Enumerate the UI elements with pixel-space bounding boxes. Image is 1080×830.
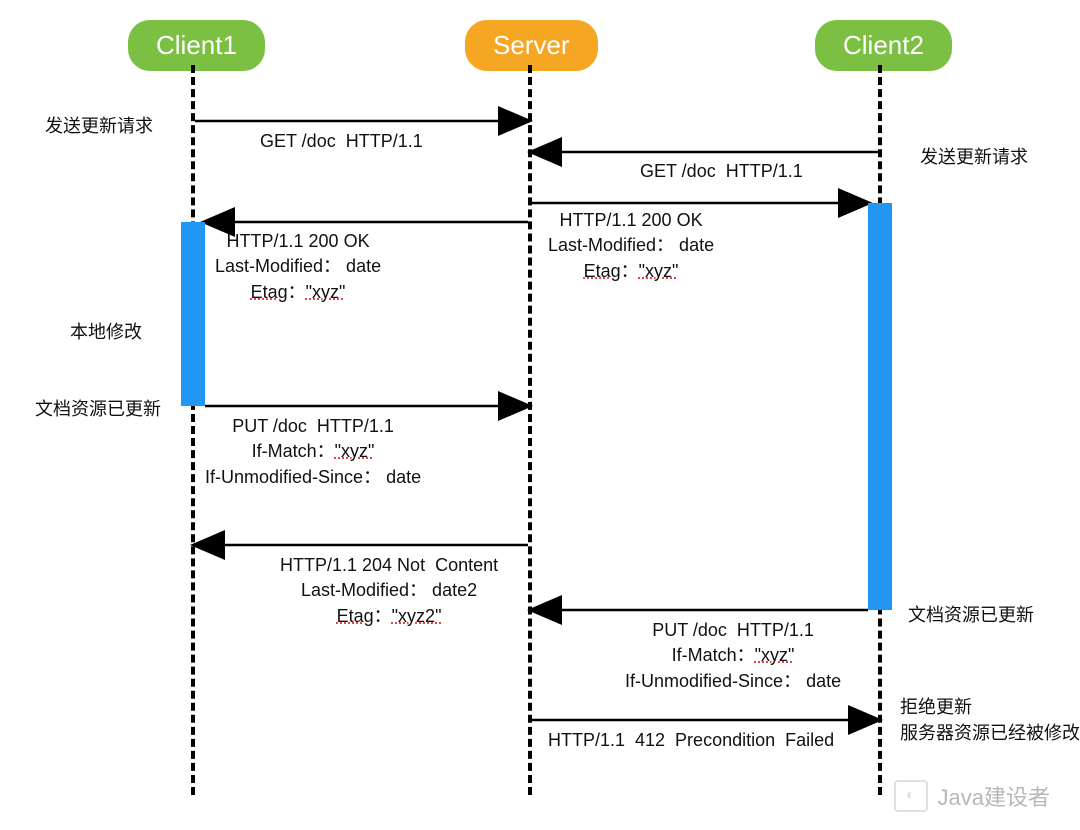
msg-label: PUT /doc HTTP/1.1If-Match："xyz"If-Unmodi…	[205, 416, 421, 489]
side-label: 拒绝更新 服务器资源已经被修改	[900, 693, 1080, 745]
msg-label: HTTP/1.1 200 OKLast-Modified： dateEtag："…	[548, 210, 714, 283]
msg-label: PUT /doc HTTP/1.1If-Match："xyz"If-Unmodi…	[625, 620, 841, 693]
side-label: 发送更新请求	[45, 112, 153, 138]
side-label: 文档资源已更新	[35, 395, 161, 421]
participant-label: Server	[493, 30, 570, 60]
lifeline-client1	[191, 65, 195, 795]
participant-client1: Client1	[128, 20, 265, 71]
activation-client1	[181, 222, 205, 406]
lifeline-server	[528, 65, 532, 795]
msg-label: HTTP/1.1 204 Not ContentLast-Modified： d…	[280, 555, 498, 628]
participant-label: Client1	[156, 30, 237, 60]
side-label: 本地修改	[70, 318, 142, 344]
participant-server: Server	[465, 20, 598, 71]
msg-label: HTTP/1.1 412 Precondition Failed	[548, 730, 834, 751]
watermark-text: Java建设者	[938, 780, 1050, 812]
side-label: 发送更新请求	[920, 143, 1028, 169]
activation-client2	[868, 203, 892, 610]
side-label: 文档资源已更新	[908, 601, 1034, 627]
wechat-icon: ◐	[894, 780, 928, 812]
msg-label: GET /doc HTTP/1.1	[640, 161, 803, 182]
msg-label: GET /doc HTTP/1.1	[260, 131, 423, 152]
sequence-diagram: Client1 Server Client2 发送更新请求 发送更新请求 本地修…	[0, 0, 1080, 830]
msg-label: HTTP/1.1 200 OKLast-Modified： dateEtag："…	[215, 231, 381, 304]
participant-label: Client2	[843, 30, 924, 60]
watermark: ◐ Java建设者	[894, 780, 1050, 812]
participant-client2: Client2	[815, 20, 952, 71]
